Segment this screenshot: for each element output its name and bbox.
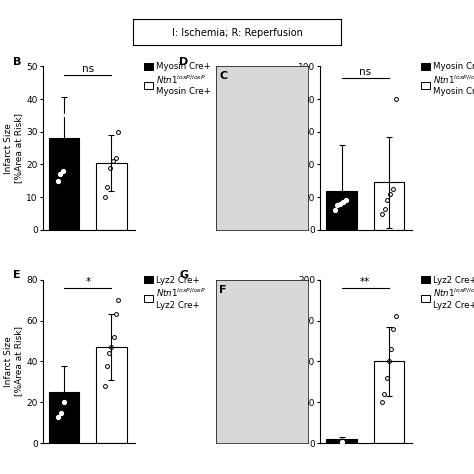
Text: D: D (180, 56, 189, 66)
Bar (327, 191, 357, 230)
Text: I: Ischemia; R: Reperfusion: I: Ischemia; R: Reperfusion (172, 28, 302, 38)
Text: *: * (85, 277, 91, 287)
Text: ns: ns (82, 64, 94, 74)
Legend: Lyz2 Cre+, $Ntn1^{loxP/loxP}$
Lyz2 Cre+: Lyz2 Cre+, $Ntn1^{loxP/loxP}$ Lyz2 Cre+ (144, 276, 206, 310)
Text: ns: ns (359, 67, 371, 77)
Text: F: F (219, 284, 227, 294)
Text: **: ** (360, 277, 370, 287)
Y-axis label: Troponin I [ng/ml]: Troponin I [ng/ml] (286, 109, 295, 188)
Y-axis label: Infarct Size
[%Area at Risk]: Infarct Size [%Area at Risk] (4, 113, 24, 183)
Legend: Myosin Cre+, $Ntn1^{loxP/loxP}$
Myosin Cre+: Myosin Cre+, $Ntn1^{loxP/loxP}$ Myosin C… (421, 63, 474, 96)
Bar (96, 347, 127, 443)
Y-axis label: Infarct Size
[%Area at Risk]: Infarct Size [%Area at Risk] (4, 327, 24, 396)
Bar (374, 182, 404, 230)
Bar (49, 138, 80, 230)
Legend: Lyz2 Cre+, $Ntn1^{loxP/loxP}$
Lyz2 Cre+: Lyz2 Cre+, $Ntn1^{loxP/loxP}$ Lyz2 Cre+ (421, 276, 474, 310)
Y-axis label: Troponin I [ng/ml]: Troponin I [ng/ml] (286, 322, 295, 401)
Text: C: C (219, 71, 228, 81)
Bar (96, 163, 127, 230)
Bar (327, 439, 357, 443)
Bar (49, 392, 80, 443)
Text: B: B (13, 56, 21, 66)
Text: E: E (13, 270, 21, 280)
Bar (374, 362, 404, 443)
Text: G: G (180, 270, 189, 280)
Legend: Myosin Cre+, $Ntn1^{loxP/loxP}$
Myosin Cre+: Myosin Cre+, $Ntn1^{loxP/loxP}$ Myosin C… (144, 63, 211, 96)
